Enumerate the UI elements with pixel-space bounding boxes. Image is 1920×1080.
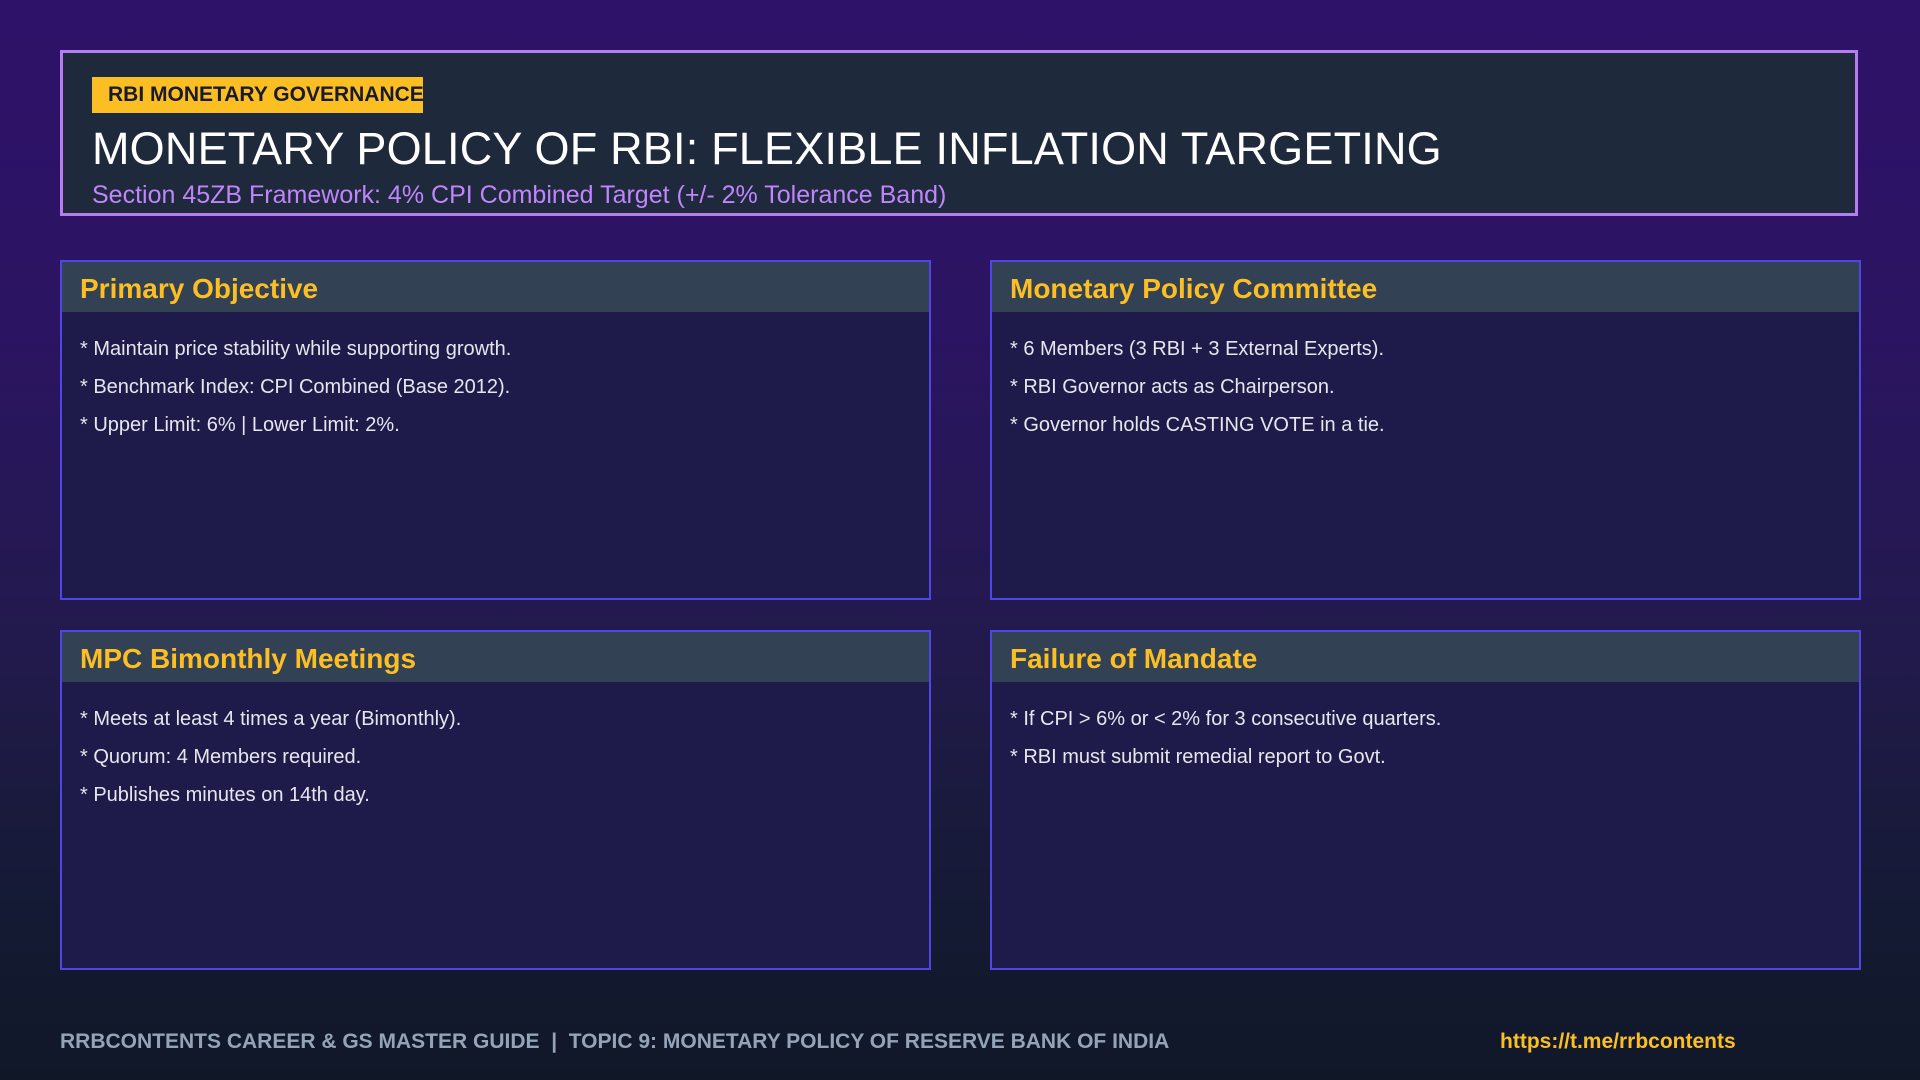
card-body: * Meets at least 4 times a year (Bimonth… bbox=[62, 682, 929, 814]
card-body: * If CPI > 6% or < 2% for 3 consecutive … bbox=[992, 682, 1859, 776]
card-title: Monetary Policy Committee bbox=[1010, 273, 1378, 304]
footer-link[interactable]: https://t.me/rrbcontents bbox=[1500, 1030, 1736, 1053]
card-failure-of-mandate: Failure of Mandate * If CPI > 6% or < 2%… bbox=[990, 630, 1861, 970]
card-header: MPC Bimonthly Meetings bbox=[62, 632, 929, 682]
card-bullet: * Maintain price stability while support… bbox=[80, 338, 512, 360]
card-bullet: * 6 Members (3 RBI + 3 External Experts)… bbox=[1010, 338, 1385, 360]
card-bullet: * Governor holds CASTING VOTE in a tie. bbox=[1010, 414, 1385, 436]
category-badge: RBI MONETARY GOVERNANCE bbox=[92, 77, 424, 113]
card-bullet: * Upper Limit: 6% | Lower Limit: 2%. bbox=[80, 414, 400, 436]
card-title: Primary Objective bbox=[80, 273, 319, 304]
card-header: Primary Objective bbox=[62, 262, 929, 312]
card-bullet: * If CPI > 6% or < 2% for 3 consecutive … bbox=[1010, 708, 1442, 730]
card-bullet: * Quorum: 4 Members required. bbox=[80, 746, 362, 768]
card-bullet: * Meets at least 4 times a year (Bimonth… bbox=[80, 708, 462, 730]
footer-caption: RRBCONTENTS CAREER & GS MASTER GUIDE | T… bbox=[60, 1030, 1170, 1053]
card-body: * 6 Members (3 RBI + 3 External Experts)… bbox=[992, 312, 1859, 444]
card-title: MPC Bimonthly Meetings bbox=[80, 643, 417, 674]
card-header: Monetary Policy Committee bbox=[992, 262, 1859, 312]
card-primary-objective: Primary Objective * Maintain price stabi… bbox=[60, 260, 931, 600]
card-header: Failure of Mandate bbox=[992, 632, 1859, 682]
card-monetary-policy-committee: Monetary Policy Committee * 6 Members (3… bbox=[990, 260, 1861, 600]
page-subtitle: Section 45ZB Framework: 4% CPI Combined … bbox=[92, 181, 947, 209]
card-mpc-bimonthly-meetings: MPC Bimonthly Meetings * Meets at least … bbox=[60, 630, 931, 970]
card-bullet: * Benchmark Index: CPI Combined (Base 20… bbox=[80, 376, 511, 398]
card-bullet: * RBI Governor acts as Chairperson. bbox=[1010, 376, 1335, 398]
header-panel: RBI MONETARY GOVERNANCE MONETARY POLICY … bbox=[60, 50, 1858, 216]
card-title: Failure of Mandate bbox=[1010, 643, 1258, 674]
category-badge-label: RBI MONETARY GOVERNANCE bbox=[108, 83, 424, 106]
card-bullet: * RBI must submit remedial report to Gov… bbox=[1010, 746, 1386, 768]
card-bullet: * Publishes minutes on 14th day. bbox=[80, 784, 370, 806]
card-body: * Maintain price stability while support… bbox=[62, 312, 929, 444]
page-title: MONETARY POLICY OF RBI: FLEXIBLE INFLATI… bbox=[92, 123, 1442, 174]
